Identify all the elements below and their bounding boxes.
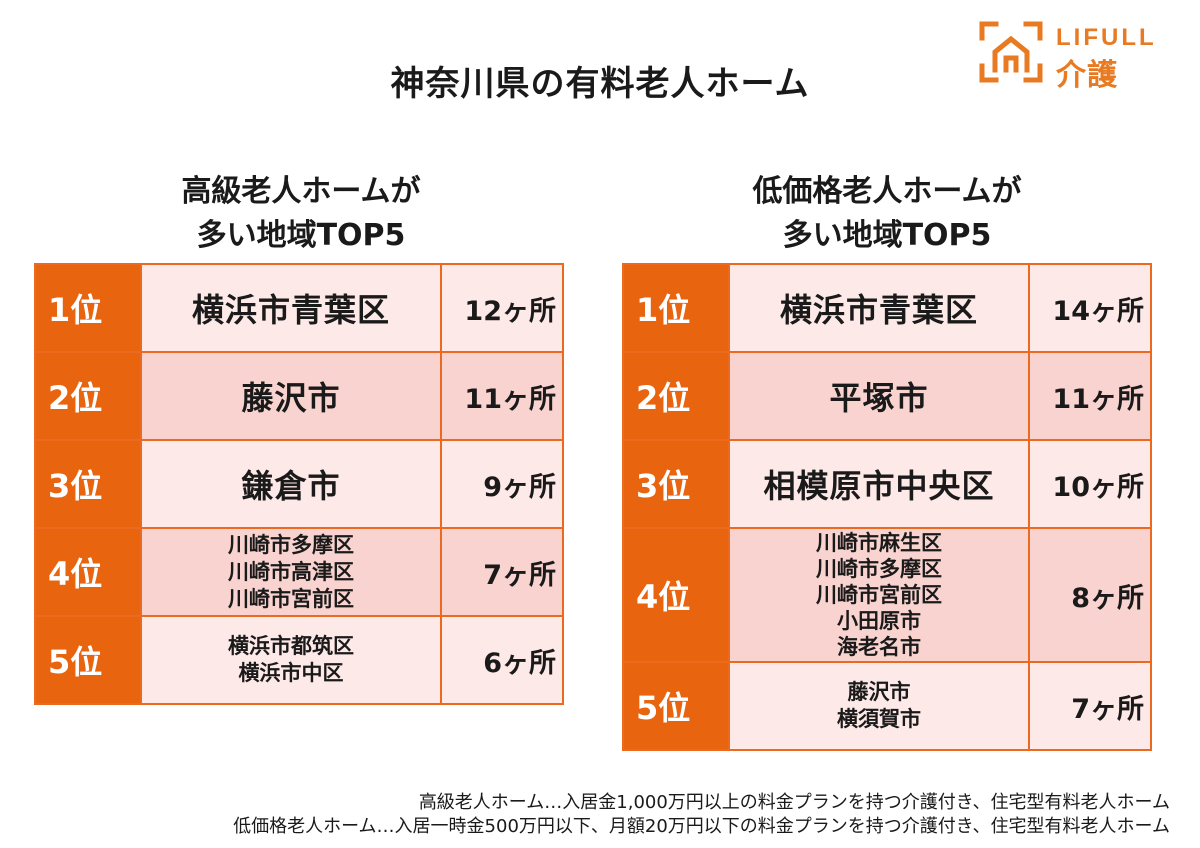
table-row: 5位 藤沢市 横須賀市 7ヶ所 [622, 661, 1152, 751]
facility-count: 8ヶ所 [1028, 527, 1152, 663]
facility-count: 10ヶ所 [1028, 439, 1152, 529]
logo-wordmark: LIFULL [1056, 24, 1157, 51]
table-row: 2位 藤沢市 11ヶ所 [34, 351, 564, 441]
footnote-luxury-definition: 高級老人ホーム…入居金1,000万円以上の料金プランを持つ介護付き、住宅型有料老… [418, 792, 1170, 813]
area-name: 川崎市麻生区 [816, 531, 942, 555]
footnote-lowcost-definition: 低価格老人ホーム…入居一時金500万円以下、月額20万円以下の料金プランを持つ介… [233, 816, 1170, 837]
facility-count: 7ヶ所 [1028, 661, 1152, 751]
area-name: 藤沢市 [140, 351, 442, 441]
luxury-ranking-table: 1位 横浜市青葉区 12ヶ所 2位 藤沢市 11ヶ所 3位 鎌倉市 9ヶ所 4位… [34, 263, 564, 705]
table-row: 1位 横浜市青葉区 14ヶ所 [622, 263, 1152, 353]
area-name: 横浜市青葉区 [140, 263, 442, 353]
facility-count: 11ヶ所 [440, 351, 564, 441]
table-row: 4位 川崎市麻生区 川崎市多摩区 川崎市宮前区 小田原市 海老名市 8ヶ所 [622, 527, 1152, 663]
area-name: 相模原市中央区 [728, 439, 1030, 529]
area-name: 川崎市宮前区 [228, 586, 354, 611]
area-name: 平塚市 [728, 351, 1030, 441]
area-list: 藤沢市 横須賀市 [728, 661, 1030, 751]
rank-label: 4位 [622, 527, 730, 663]
rank-label: 3位 [34, 439, 142, 529]
heading-luxury-line1: 高級老人ホームが [181, 174, 421, 209]
area-name: 川崎市高津区 [228, 559, 354, 584]
rank-label: 2位 [622, 351, 730, 441]
area-name: 横浜市青葉区 [728, 263, 1030, 353]
rank-label: 5位 [34, 615, 142, 705]
area-name: 海老名市 [837, 635, 921, 659]
rank-label: 1位 [34, 263, 142, 353]
heading-luxury: 高級老人ホームが 多い地域TOP5 [36, 170, 566, 258]
facility-count: 12ヶ所 [440, 263, 564, 353]
rank-label: 1位 [622, 263, 730, 353]
table-row: 4位 川崎市多摩区 川崎市高津区 川崎市宮前区 7ヶ所 [34, 527, 564, 617]
area-name: 川崎市宮前区 [816, 583, 942, 607]
table-row: 2位 平塚市 11ヶ所 [622, 351, 1152, 441]
house-bracket-icon [979, 21, 1043, 83]
facility-count: 6ヶ所 [440, 615, 564, 705]
page-title: 神奈川県の有料老人ホーム [390, 64, 810, 104]
area-name: 横須賀市 [837, 707, 921, 731]
area-name: 川崎市多摩区 [816, 557, 942, 581]
rank-label: 5位 [622, 661, 730, 751]
lifull-kaigo-logo: LIFULL 介護 [978, 20, 1178, 93]
area-list: 川崎市麻生区 川崎市多摩区 川崎市宮前区 小田原市 海老名市 [728, 527, 1030, 663]
heading-lowcost: 低価格老人ホームが 多い地域TOP5 [622, 170, 1152, 258]
facility-count: 14ヶ所 [1028, 263, 1152, 353]
facility-count: 9ヶ所 [440, 439, 564, 529]
area-name: 藤沢市 [847, 680, 911, 704]
table-row: 3位 鎌倉市 9ヶ所 [34, 439, 564, 529]
logo-subtext: 介護 [1056, 58, 1118, 93]
table-row: 1位 横浜市青葉区 12ヶ所 [34, 263, 564, 353]
facility-count: 7ヶ所 [440, 527, 564, 617]
rank-label: 3位 [622, 439, 730, 529]
heading-lowcost-line1: 低価格老人ホームが [752, 174, 1022, 209]
area-list: 横浜市都筑区 横浜市中区 [140, 615, 442, 705]
area-name: 横浜市中区 [238, 661, 344, 685]
area-name: 小田原市 [837, 609, 921, 633]
rank-label: 4位 [34, 527, 142, 617]
lowcost-ranking-table: 1位 横浜市青葉区 14ヶ所 2位 平塚市 11ヶ所 3位 相模原市中央区 10… [622, 263, 1152, 751]
table-row: 3位 相模原市中央区 10ヶ所 [622, 439, 1152, 529]
table-row: 5位 横浜市都筑区 横浜市中区 6ヶ所 [34, 615, 564, 705]
area-name: 横浜市都筑区 [228, 634, 354, 658]
area-name: 川崎市多摩区 [228, 532, 354, 557]
facility-count: 11ヶ所 [1028, 351, 1152, 441]
area-list: 川崎市多摩区 川崎市高津区 川崎市宮前区 [140, 527, 442, 617]
rank-label: 2位 [34, 351, 142, 441]
heading-lowcost-line2: 多い地域TOP5 [782, 218, 992, 253]
area-name: 鎌倉市 [140, 439, 442, 529]
heading-luxury-line2: 多い地域TOP5 [196, 218, 406, 253]
